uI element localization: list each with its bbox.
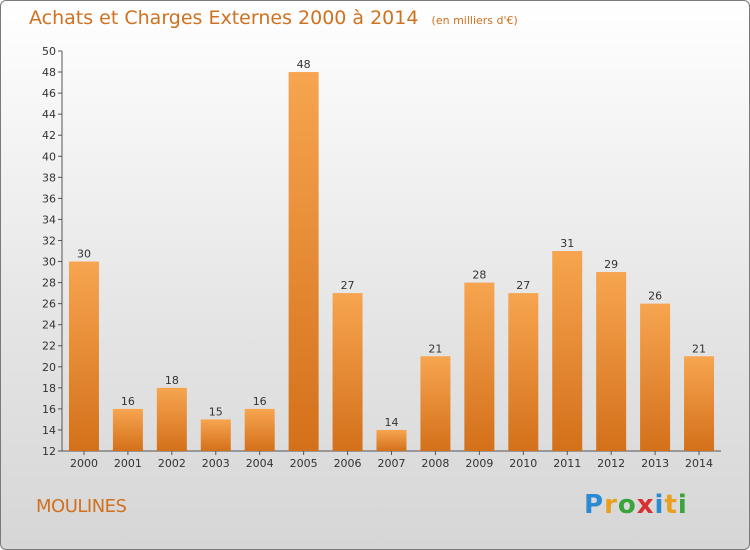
chart-title: Achats et Charges Externes 2000 à 2014 <box>29 7 419 29</box>
bar-value-label: 15 <box>209 405 223 418</box>
bar-value-label: 30 <box>77 248 91 261</box>
bar-value-label: 31 <box>560 237 574 250</box>
x-tick-label: 2014 <box>685 457 713 470</box>
y-tick-label: 16 <box>42 403 56 416</box>
x-tick-label: 2000 <box>70 457 98 470</box>
bar <box>156 387 187 451</box>
bar <box>288 72 319 451</box>
bar-value-label: 14 <box>385 416 399 429</box>
y-tick-label: 46 <box>42 87 56 100</box>
y-tick-label: 30 <box>42 256 56 269</box>
bar <box>508 293 539 451</box>
x-tick-label: 2002 <box>158 457 186 470</box>
bar-value-label: 28 <box>472 269 486 282</box>
title-row: Achats et Charges Externes 2000 à 2014 (… <box>29 7 518 29</box>
bar-value-label: 21 <box>428 342 442 355</box>
x-tick-label: 2005 <box>290 457 318 470</box>
y-tick-label: 18 <box>42 382 56 395</box>
x-tick-label: 2013 <box>641 457 669 470</box>
y-tick-label: 20 <box>42 361 56 374</box>
bar-value-label: 27 <box>516 279 530 292</box>
x-tick-label: 2009 <box>465 457 493 470</box>
y-tick-label: 24 <box>42 319 56 332</box>
bar <box>376 429 407 451</box>
chart-unit: (en milliers d'€) <box>431 14 518 27</box>
y-tick-label: 48 <box>42 66 56 79</box>
bar-value-label: 27 <box>341 279 355 292</box>
bar-value-label: 21 <box>692 342 706 355</box>
x-tick-label: 2003 <box>202 457 230 470</box>
bar <box>640 303 671 451</box>
y-tick-label: 42 <box>42 129 56 142</box>
y-tick-label: 40 <box>42 150 56 163</box>
city-name: MOULINES <box>36 496 127 517</box>
bar-value-label: 29 <box>604 258 618 271</box>
x-tick-label: 2007 <box>378 457 406 470</box>
x-tick-label: 2006 <box>334 457 362 470</box>
bar <box>596 272 627 451</box>
bar <box>68 261 99 451</box>
bar <box>332 293 363 451</box>
bar <box>112 408 143 451</box>
x-tick-label: 2004 <box>246 457 274 470</box>
x-tick-label: 2010 <box>509 457 537 470</box>
bar <box>420 356 451 451</box>
bar-value-label: 16 <box>253 395 267 408</box>
y-tick-label: 28 <box>42 277 56 290</box>
y-tick-label: 44 <box>42 108 56 121</box>
y-tick-label: 38 <box>42 171 56 184</box>
proxiti-logo: Proxiti <box>584 490 688 520</box>
bar-value-label: 48 <box>297 58 311 71</box>
bar <box>244 408 275 451</box>
y-tick-label: 26 <box>42 298 56 311</box>
y-tick-label: 12 <box>42 445 56 458</box>
bar-value-label: 26 <box>648 290 662 303</box>
y-tick-label: 32 <box>42 234 56 247</box>
y-tick-label: 50 <box>42 45 56 58</box>
bar <box>552 251 583 451</box>
bar <box>200 419 231 451</box>
bar <box>684 356 715 451</box>
y-tick-label: 22 <box>42 340 56 353</box>
x-tick-label: 2008 <box>421 457 449 470</box>
y-tick-label: 34 <box>42 213 56 226</box>
y-tick-label: 14 <box>42 424 56 437</box>
bar-value-label: 16 <box>121 395 135 408</box>
x-tick-label: 2001 <box>114 457 142 470</box>
bar-value-label: 18 <box>165 374 179 387</box>
bar <box>464 282 495 451</box>
x-tick-label: 2011 <box>553 457 581 470</box>
x-tick-label: 2012 <box>597 457 625 470</box>
y-tick-label: 36 <box>42 192 56 205</box>
